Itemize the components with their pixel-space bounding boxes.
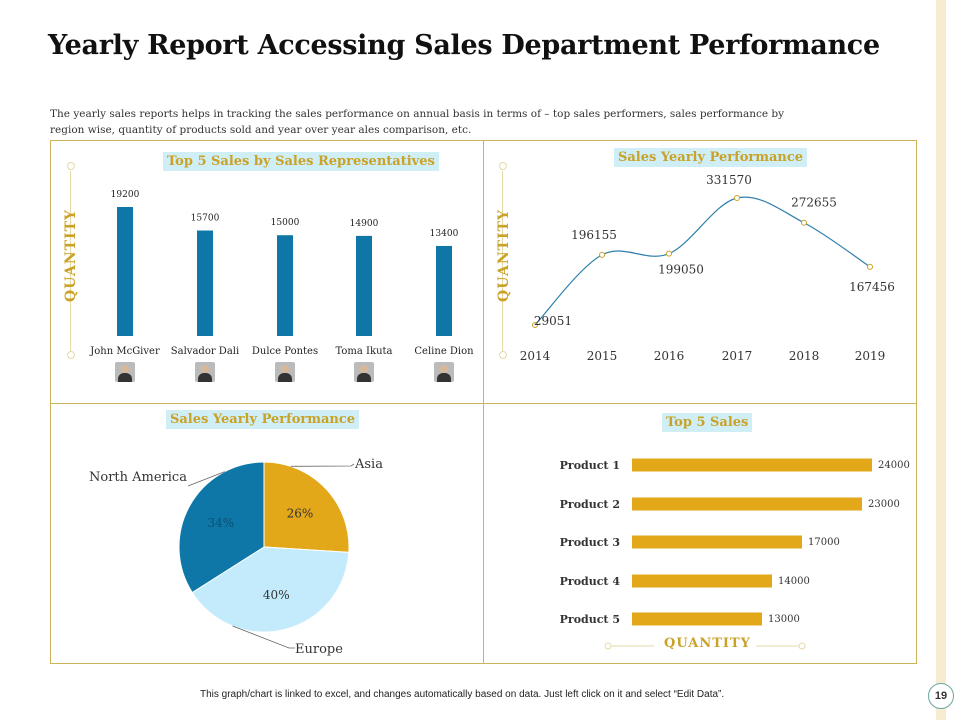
data-point [801, 219, 807, 226]
category-label: John McGiver [89, 346, 160, 357]
axis-deco-dot-bottom [499, 351, 507, 359]
x-axis-deco-dot-left [604, 642, 612, 650]
bar [277, 235, 293, 336]
right-accent-strip [936, 0, 946, 720]
bar [436, 245, 452, 336]
avatar [354, 362, 374, 382]
panel-top-sales-reps[interactable]: Top 5 Sales by Sales Representatives QUA… [50, 140, 484, 404]
bar [632, 612, 762, 626]
bar [632, 535, 802, 549]
x-tick-label: 2018 [789, 349, 820, 363]
axis-deco-dot-bottom [67, 351, 75, 359]
pie-slice [263, 461, 350, 553]
hbar-chart-products: Product 1 Product 2 Product 3 Product 4 Prod… [560, 458, 910, 650]
leader-line [290, 463, 355, 467]
category-label: Dulce Pontes [252, 346, 318, 357]
category-label: Celine Dion [414, 346, 474, 357]
category-label: Product 4 [560, 575, 621, 588]
category-label: Product 2 [560, 498, 620, 511]
axis-deco-line [70, 171, 71, 351]
category-label: Salvador Dali [171, 346, 239, 357]
data-label: 29051 [534, 314, 572, 328]
x-tick-label: 2019 [855, 349, 886, 363]
chart-title-yearly-pie: Sales Yearly Performance [166, 410, 360, 429]
slice-percent-label: 40% [263, 588, 290, 602]
avatar [275, 362, 295, 382]
data-label: 199050 [658, 263, 704, 277]
data-label: 15700 [191, 214, 220, 224]
data-point [599, 251, 605, 258]
x-tick-label: 2015 [587, 349, 618, 363]
x-axis-label: QUANTITY [664, 636, 751, 651]
page-subtitle: The yearly sales reports helps in tracki… [50, 108, 785, 136]
data-label: 167456 [849, 280, 895, 294]
data-point [867, 263, 873, 270]
data-label: 13000 [768, 614, 800, 625]
data-label: 23000 [868, 499, 900, 510]
bar-chart-sales-reps: 19200 15700 15000 14900 13400 John McGiver Sa… [89, 190, 474, 357]
panel-yearly-line[interactable]: Sales Yearly Performance QUANTITY 29051 1… [483, 140, 917, 404]
bar [632, 574, 772, 588]
data-point [666, 250, 672, 257]
axis-deco-line [502, 171, 503, 351]
data-label: 24000 [878, 460, 910, 471]
data-label: 196155 [571, 228, 617, 242]
x-tick-label: 2016 [654, 349, 685, 363]
data-label: 19200 [111, 190, 140, 200]
data-point [734, 195, 740, 201]
series-line [534, 196, 871, 326]
leader-line [187, 471, 225, 487]
x-tick-label: 2017 [722, 349, 753, 363]
leader-line [232, 625, 295, 649]
pie-chart-yearly: 26% 40% 34% Asia Europe North America [89, 457, 383, 657]
page-title: Yearly Report Accessing Sales Department… [48, 30, 880, 61]
category-label: Product 1 [560, 459, 620, 472]
avatar [195, 362, 215, 382]
panel-yearly-pie[interactable]: Sales Yearly Performance 26% 40% 34% Asia E… [50, 403, 484, 664]
bar [632, 497, 862, 511]
category-label: Product 5 [560, 613, 620, 626]
x-axis-deco-dot-right [798, 642, 806, 650]
axis-deco-dot-top [67, 162, 75, 170]
category-label: Toma Ikuta [336, 346, 393, 357]
data-label: 331570 [706, 173, 752, 187]
line-chart-yearly: 29051 196155 199050 331570 272655 167456 2014… [520, 173, 895, 363]
page-number: 19 [928, 683, 954, 709]
category-label: Product 3 [560, 536, 620, 549]
chart-title-top-products: Top 5 Sales [662, 413, 753, 432]
slice-percent-label: 34% [207, 516, 234, 530]
slice-category-label: North America [89, 470, 187, 485]
data-label: 272655 [791, 196, 837, 210]
avatar [434, 362, 454, 382]
chart-title-sales-reps: Top 5 Sales by Sales Representatives [163, 152, 439, 171]
avatar [115, 362, 135, 382]
x-tick-label: 2014 [520, 349, 551, 363]
data-label: 14900 [350, 219, 379, 229]
data-label: 14000 [778, 576, 810, 587]
bar [197, 230, 213, 336]
pie-slice [178, 461, 265, 594]
bar [356, 235, 372, 336]
bar [632, 458, 872, 472]
footer-note: This graph/chart is linked to excel, and… [200, 689, 725, 700]
bar [117, 207, 133, 336]
slice-category-label: Europe [295, 642, 343, 657]
data-label: 13400 [430, 229, 459, 239]
slice-percent-label: 26% [287, 506, 314, 520]
slice-category-label: Asia [354, 457, 383, 472]
data-label: 15000 [271, 218, 300, 228]
data-point [532, 322, 538, 328]
axis-deco-dot-top [499, 162, 507, 170]
data-label: 17000 [808, 537, 840, 548]
chart-title-yearly-line: Sales Yearly Performance [614, 148, 808, 167]
